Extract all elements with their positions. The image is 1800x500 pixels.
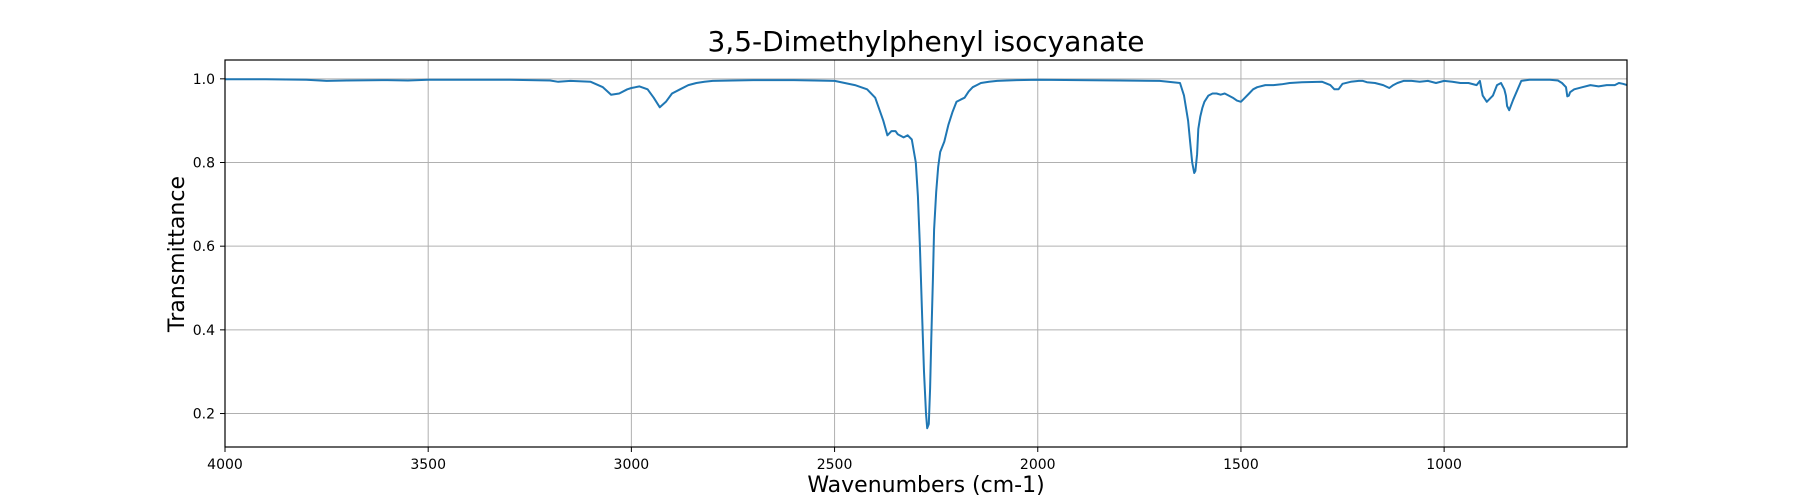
x-axis-label: Wavenumbers (cm-1)	[807, 473, 1044, 498]
grid-layer	[224, 60, 1627, 447]
series-layer	[225, 78, 1628, 430]
x-tick-label: 2000	[1020, 457, 1056, 473]
y-axis-label: Transmittance	[165, 176, 190, 333]
y-tick-label: 0.4	[193, 323, 215, 339]
x-tick-label: 4000	[207, 457, 243, 473]
x-tick-label: 1500	[1223, 457, 1259, 473]
x-tick-label: 2500	[817, 457, 853, 473]
y-tick-label: 0.2	[193, 407, 215, 423]
x-tick-label: 1000	[1426, 457, 1462, 473]
y-tick-label: 0.8	[193, 156, 215, 172]
plot-frame	[224, 59, 1628, 448]
x-tick-label: 3000	[614, 457, 650, 473]
chart-title: 3,5-Dimethylphenyl isocyanate	[707, 25, 1144, 58]
spectrum-line	[225, 78, 1628, 430]
y-tick-label: 0.6	[193, 239, 215, 255]
ticks-layer: 4000 3500 3000 2500 2000 1500 1000 0.2 0.4 0.6 0.8…	[193, 72, 1462, 473]
y-tick-label: 1.0	[193, 72, 215, 88]
x-tick-label: 3500	[410, 457, 446, 473]
